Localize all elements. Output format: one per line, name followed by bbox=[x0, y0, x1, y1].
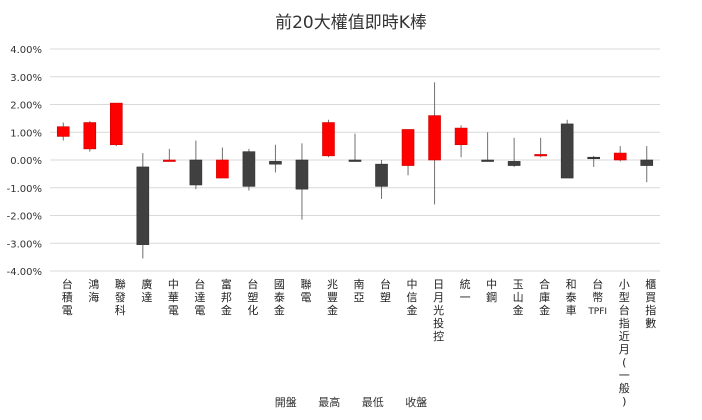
x-tick-label: 聯發科 bbox=[115, 278, 126, 317]
candle-body bbox=[428, 115, 441, 161]
legend-open: 開盤 bbox=[274, 396, 297, 409]
x-tick-label: 富邦金 bbox=[221, 277, 232, 317]
candle-body bbox=[507, 161, 521, 166]
x-tick-label: 國泰金 bbox=[274, 278, 285, 317]
candle-body bbox=[269, 161, 282, 165]
candle-body bbox=[322, 122, 335, 157]
x-tick-label: 中華電 bbox=[168, 278, 179, 317]
y-tick-label: -3.00% bbox=[7, 239, 42, 250]
candle-body bbox=[216, 159, 229, 179]
y-tick-label: 2.00% bbox=[10, 101, 42, 112]
legend-low: 最低 bbox=[361, 396, 384, 409]
candle-body bbox=[375, 163, 388, 187]
y-tick-label: -1.00% bbox=[7, 184, 42, 195]
x-tick-label: 中信金 bbox=[407, 278, 418, 317]
legend-close: 收盤 bbox=[405, 396, 428, 409]
y-tick-label: 1.00% bbox=[10, 128, 42, 139]
x-tick-label: 日月光投控 bbox=[433, 278, 444, 343]
candle-body bbox=[110, 102, 123, 146]
x-tick-label: 小型台指近月(一般) bbox=[619, 278, 630, 408]
candle-body bbox=[189, 159, 203, 186]
candle-body bbox=[83, 122, 97, 150]
y-tick-label: 3.00% bbox=[10, 73, 42, 84]
x-tick-label: 聯電 bbox=[300, 278, 311, 304]
y-tick-label: 0.00% bbox=[10, 156, 42, 167]
y-tick-label: 4.00% bbox=[10, 45, 42, 56]
x-tick-label: 中鋼 bbox=[486, 278, 497, 304]
candle-body bbox=[136, 166, 150, 245]
x-tick-label: 台達電 bbox=[194, 277, 205, 317]
y-tick-label: -2.00% bbox=[7, 212, 42, 223]
candle-body bbox=[401, 129, 415, 166]
candle-body bbox=[242, 151, 256, 187]
x-tick-label: 廣達 bbox=[141, 277, 152, 304]
candle-body bbox=[348, 159, 362, 162]
legend-high: 最高 bbox=[318, 396, 341, 409]
candle-body bbox=[534, 154, 547, 157]
candle-body bbox=[481, 159, 494, 162]
candle-body bbox=[295, 159, 309, 190]
chart-legend: 開盤 最高 最低 收盤 bbox=[0, 394, 702, 410]
chart-title: 前20大權值即時K棒 bbox=[275, 13, 427, 33]
candle-body bbox=[454, 127, 468, 146]
x-tick-label: 統一 bbox=[460, 277, 471, 304]
x-tick-label: 合庫金 bbox=[539, 277, 550, 317]
x-tick-label: 台積電 bbox=[62, 277, 73, 317]
x-tick-label: 櫃買指數 bbox=[645, 277, 656, 330]
candle-body bbox=[163, 159, 176, 162]
x-tick-label: 鴻海 bbox=[88, 277, 99, 304]
y-tick-label: -4.00% bbox=[7, 267, 42, 278]
candle-body bbox=[587, 156, 600, 160]
x-tick-label: 和泰車 bbox=[566, 278, 577, 317]
x-tick-label: 兆豐金 bbox=[327, 278, 338, 317]
x-tick-label: 玉山金 bbox=[513, 278, 524, 317]
candle-body bbox=[56, 126, 70, 137]
candle-body bbox=[613, 152, 627, 161]
candle-body bbox=[640, 159, 654, 166]
x-tick-label: 台幣 TPFI bbox=[587, 277, 607, 317]
candle-body bbox=[560, 123, 574, 179]
x-tick-label: 台塑化 bbox=[247, 277, 258, 317]
x-tick-label: 南亞 bbox=[354, 278, 365, 304]
x-tick-label: 台塑 bbox=[380, 277, 391, 304]
